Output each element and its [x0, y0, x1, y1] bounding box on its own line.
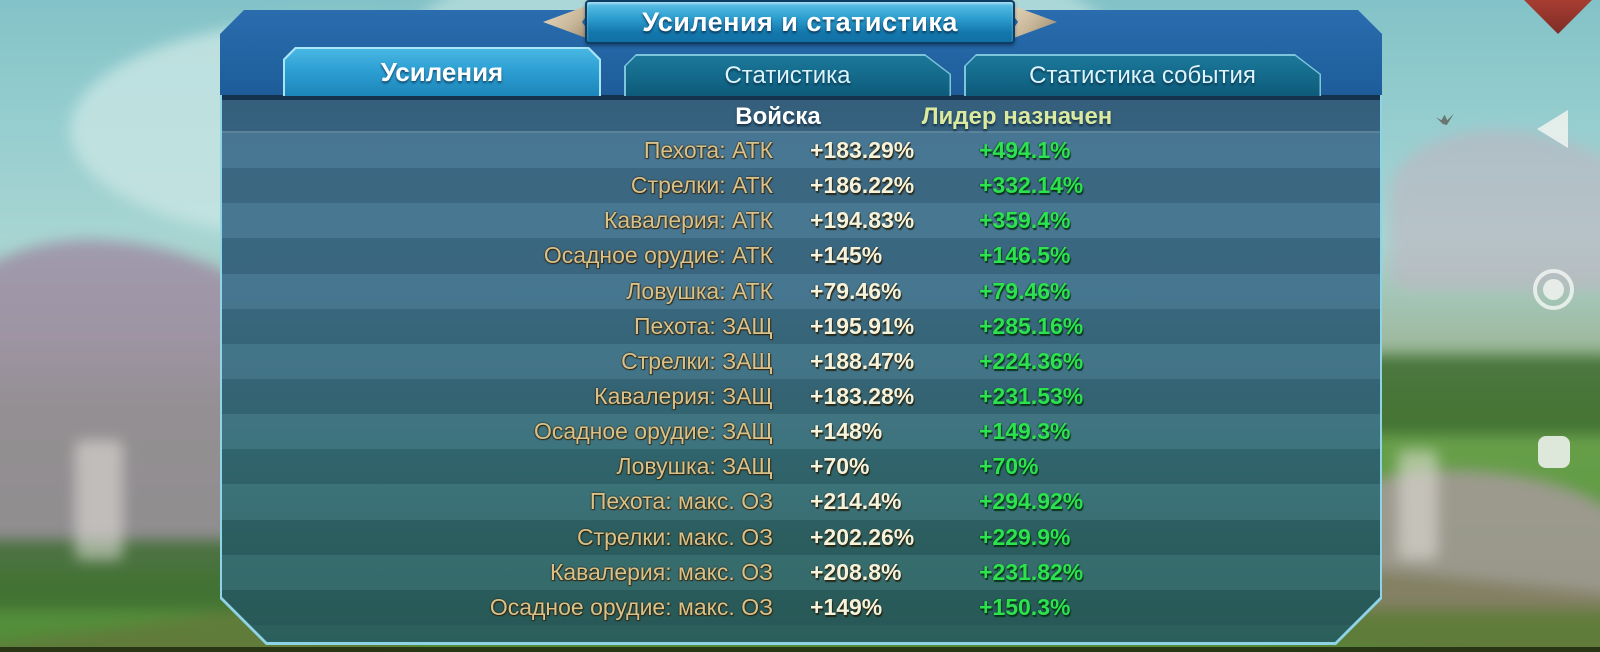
android-recents-icon[interactable] — [1538, 436, 1570, 468]
stat-row: Стрелки: ЗАЩ +188.47% +224.36% — [222, 344, 1380, 379]
leader-value: +359.4% — [979, 207, 1071, 234]
stat-label: Пехота: ЗАЩ — [634, 312, 773, 339]
stat-row: Осадное орудие: ЗАЩ +148% +149.3% — [222, 414, 1380, 449]
leader-value: +285.16% — [979, 312, 1084, 339]
mountain — [1390, 130, 1600, 290]
column-header-leader: Лидер назначен — [921, 103, 1113, 130]
leader-value: +146.5% — [979, 242, 1071, 269]
stat-row: Ловушка: АТК +79.46% +79.46% — [222, 274, 1380, 309]
troops-value: +70% — [810, 453, 870, 480]
page-title: Усиления и статистика — [642, 6, 958, 37]
leader-value: +150.3% — [979, 593, 1071, 620]
troops-value: +214.4% — [810, 488, 902, 515]
troops-value: +195.91% — [810, 312, 915, 339]
stat-row: Осадное орудие: макс. ОЗ +149% +150.3% — [222, 590, 1380, 625]
panel-body: Войска Лидер назначен Пехота: АТК +183.29… — [220, 95, 1382, 645]
hedge — [1340, 355, 1600, 435]
stat-label: Осадное орудие: АТК — [543, 242, 773, 269]
tab-statistics[interactable]: Статистика — [624, 54, 951, 96]
stat-row: Пехота: АТК +183.29% +494.1% — [222, 133, 1380, 168]
stat-row: Ловушка: ЗАЩ +70% +70% — [222, 449, 1380, 484]
stat-label: Кавалерия: ЗАЩ — [594, 382, 773, 409]
stat-row: Стрелки: макс. ОЗ +202.26% +229.9% — [222, 520, 1380, 555]
leader-value: +294.92% — [979, 488, 1084, 515]
leader-value: +231.53% — [979, 382, 1084, 409]
leader-value: +224.36% — [979, 347, 1084, 374]
boosts-stats-panel: Усиления и статистика Усиления Статистик… — [220, 0, 1382, 645]
leader-value: +229.9% — [979, 523, 1071, 550]
stat-label: Осадное орудие: макс. ОЗ — [489, 593, 773, 620]
leader-value: +494.1% — [979, 137, 1071, 163]
troops-value: +202.26% — [810, 523, 915, 550]
leader-value: +70% — [979, 453, 1039, 480]
android-home-icon[interactable] — [1533, 269, 1574, 310]
panel-title-plate: Усиления и статистика — [585, 0, 1015, 44]
leader-value: +149.3% — [979, 418, 1071, 445]
table-header-row: Войска Лидер назначен — [222, 100, 1380, 133]
stat-label: Ловушка: ЗАЩ — [616, 453, 773, 480]
stat-label: Кавалерия: макс. ОЗ — [549, 558, 773, 585]
stats-list[interactable]: Пехота: АТК +183.29% +494.1% Стрелки: АТК +1… — [222, 133, 1380, 642]
stat-row: Кавалерия: АТК +194.83% +359.4% — [222, 203, 1380, 238]
pillar — [75, 440, 123, 560]
leader-value: +79.46% — [979, 277, 1071, 304]
stat-label: Стрелки: АТК — [630, 172, 773, 199]
title-bar: Усиления и статистика — [543, 0, 1057, 44]
troops-value: +79.46% — [810, 277, 902, 304]
stat-label: Стрелки: макс. ОЗ — [576, 523, 773, 550]
stat-label: Осадное орудие: ЗАЩ — [534, 418, 773, 445]
tab-label: Статистика события — [1029, 61, 1256, 89]
bird-icon — [1436, 113, 1454, 125]
stat-row: Кавалерия: макс. ОЗ +208.8% +231.82% — [222, 555, 1380, 590]
stat-row: Кавалерия: ЗАЩ +183.28% +231.53% — [222, 379, 1380, 414]
stat-row: Стрелки: АТК +186.22% +332.14% — [222, 168, 1380, 203]
troops-value: +183.28% — [810, 382, 915, 409]
troops-value: +148% — [810, 418, 883, 445]
stat-label: Стрелки: ЗАЩ — [621, 347, 773, 374]
stat-label: Кавалерия: АТК — [603, 207, 773, 234]
stat-label: Пехота: АТК — [643, 137, 773, 163]
stat-label: Ловушка: АТК — [626, 277, 773, 304]
leader-value: +332.14% — [979, 172, 1084, 199]
troops-value: +208.8% — [810, 558, 902, 585]
troops-value: +194.83% — [810, 207, 915, 234]
leader-value: +231.82% — [979, 558, 1084, 585]
stat-row: Пехота: макс. ОЗ +214.4% +294.92% — [222, 484, 1380, 519]
troops-value: +145% — [810, 242, 883, 269]
pillar — [1398, 450, 1438, 560]
tab-event-statistics[interactable]: Статистика события — [964, 54, 1321, 96]
troops-value: +183.29% — [810, 137, 915, 163]
screen-bottom-edge — [0, 647, 1600, 652]
divider — [222, 95, 1380, 100]
tab-boosts[interactable]: Усиления — [283, 47, 601, 96]
tab-label: Статистика — [724, 61, 851, 89]
troops-value: +188.47% — [810, 347, 915, 374]
stat-row: Пехота: ЗАЩ +195.91% +285.16% — [222, 309, 1380, 344]
column-header-troops: Войска — [735, 103, 821, 130]
stat-label: Пехота: макс. ОЗ — [589, 488, 773, 515]
tab-label: Усиления — [380, 57, 504, 87]
troops-value: +186.22% — [810, 172, 915, 199]
stat-row: Осадное орудие: АТК +145% +146.5% — [222, 238, 1380, 273]
troops-value: +149% — [810, 593, 883, 620]
